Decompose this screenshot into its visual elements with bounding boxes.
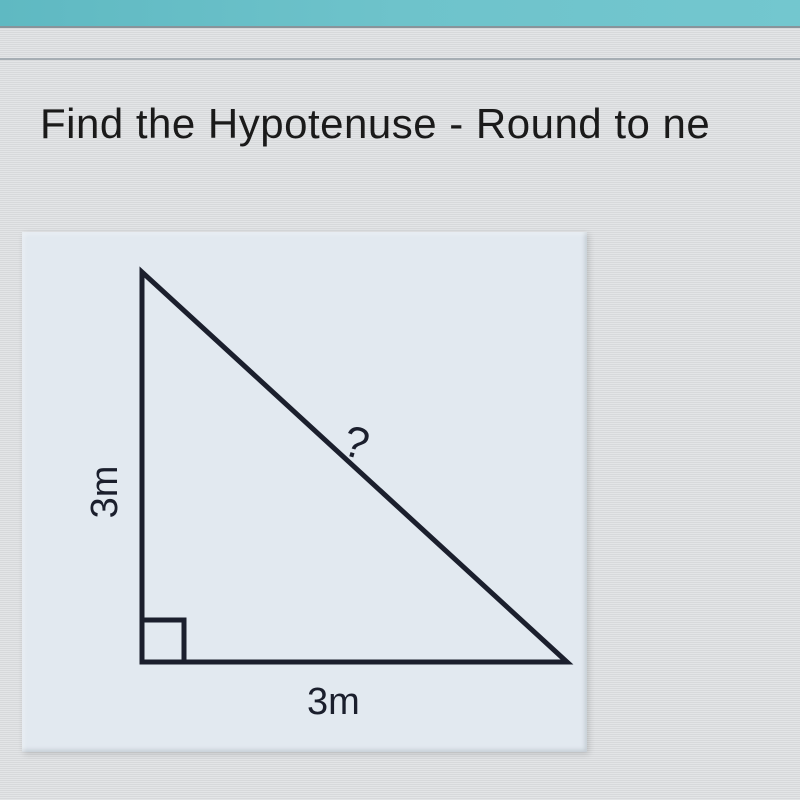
screen-root: Find the Hypotenuse - Round to ne 3m 3m … bbox=[0, 0, 800, 800]
right-angle-marker bbox=[142, 620, 184, 662]
bottom-leg-label: 3m bbox=[307, 681, 360, 723]
left-leg-label: 3m bbox=[84, 466, 126, 519]
triangle-svg: 3m 3m ? bbox=[22, 232, 587, 752]
window-title-bar bbox=[0, 0, 800, 28]
content-top-divider bbox=[0, 58, 800, 60]
question-prompt: Find the Hypotenuse - Round to ne bbox=[40, 100, 710, 148]
hypotenuse-label: ? bbox=[337, 416, 374, 470]
triangle-figure-panel: 3m 3m ? bbox=[22, 232, 587, 752]
